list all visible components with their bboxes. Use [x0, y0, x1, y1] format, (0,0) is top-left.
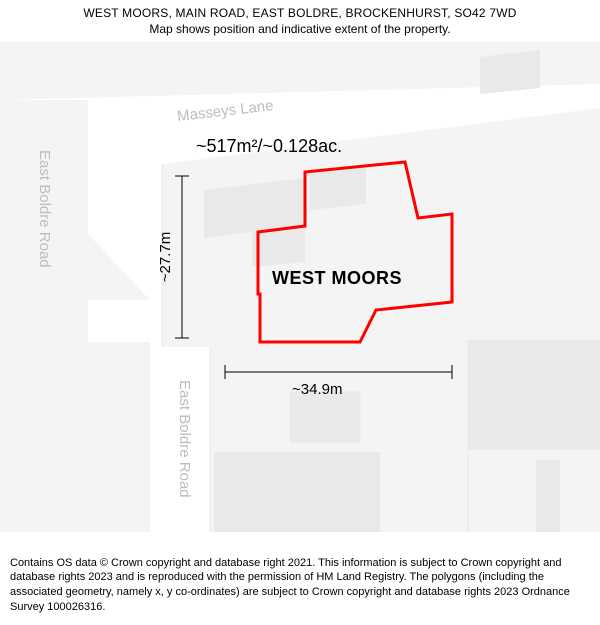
- page-root: WEST MOORS, MAIN ROAD, EAST BOLDRE, BROC…: [0, 0, 600, 625]
- copyright-text: Contains OS data © Crown copyright and d…: [10, 556, 590, 615]
- road-label: East Boldre Road: [176, 380, 193, 498]
- building: [468, 340, 600, 402]
- building: [468, 402, 600, 450]
- building: [290, 392, 360, 442]
- building: [480, 50, 540, 94]
- height-dimension-label: ~27.7m: [157, 232, 174, 282]
- area-label: ~517m²/~0.128ac.: [196, 136, 342, 156]
- footer: Contains OS data © Crown copyright and d…: [0, 548, 600, 625]
- building: [214, 452, 380, 532]
- page-subtitle: Map shows position and indicative extent…: [10, 22, 590, 36]
- page-title: WEST MOORS, MAIN ROAD, EAST BOLDRE, BROC…: [10, 6, 590, 20]
- building: [310, 166, 366, 210]
- property-label: WEST MOORS: [272, 268, 402, 288]
- road-label: East Boldre Road: [36, 150, 53, 268]
- land-block: [0, 342, 150, 532]
- width-dimension-label: ~34.9m: [292, 381, 342, 398]
- building: [536, 460, 560, 532]
- map-area: Masseys LaneEast Boldre RoadEast Boldre …: [0, 42, 600, 532]
- header: WEST MOORS, MAIN ROAD, EAST BOLDRE, BROC…: [0, 0, 600, 40]
- map-svg: Masseys LaneEast Boldre RoadEast Boldre …: [0, 42, 600, 532]
